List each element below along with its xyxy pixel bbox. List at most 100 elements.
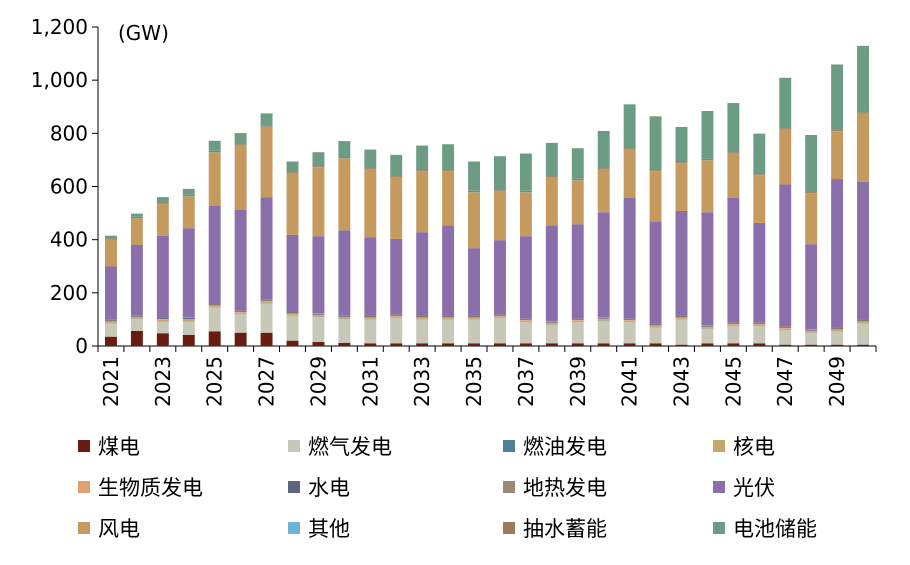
bar-segment: [571, 322, 584, 344]
bar-segment: [857, 319, 869, 321]
bar-segment: [675, 318, 688, 320]
bar-segment: [390, 343, 403, 346]
bar-stack-2022: [130, 213, 143, 346]
bar-segment: [312, 165, 325, 167]
bar-segment: [416, 171, 429, 233]
bar-segment: [338, 156, 351, 159]
bar-segment: [208, 307, 221, 332]
bar-segment: [727, 343, 740, 346]
bar-stack-2038: [545, 142, 558, 346]
bar-segment: [182, 196, 195, 229]
x-tick-label: 2031: [358, 356, 382, 407]
bar-segment: [805, 329, 818, 330]
bar-stack-2023: [156, 197, 169, 346]
bar-segment: [442, 317, 455, 319]
bar-segment: [727, 326, 740, 344]
bar-segment: [623, 197, 636, 319]
legend-item: 燃气发电: [288, 432, 392, 460]
bar-segment: [675, 126, 688, 162]
bar-segment: [130, 213, 143, 217]
bar-segment: [571, 224, 584, 319]
x-tick-label: 2025: [203, 356, 227, 407]
bar-segment: [623, 148, 636, 150]
bar-segment: [494, 315, 506, 316]
bar-segment: [338, 316, 351, 318]
bar-segment: [105, 238, 117, 240]
bar-segment: [831, 344, 844, 346]
bar-stack-2027: [260, 113, 273, 346]
bar-segment: [597, 169, 610, 213]
bar-segment: [597, 319, 610, 321]
bar-stack-2031: [364, 149, 377, 346]
bar-stack-2026: [234, 133, 247, 346]
bar-segment: [338, 141, 351, 157]
bar-segment: [234, 209, 247, 311]
legend-swatch: [503, 481, 515, 493]
legend-label: 核电: [733, 435, 775, 459]
legend-label: 抽水蓄能: [523, 517, 607, 541]
bar-segment: [234, 311, 247, 312]
bar-segment: [831, 330, 844, 332]
bar-segment: [416, 315, 429, 317]
bar-segment: [545, 142, 558, 177]
bar-segment: [208, 152, 221, 206]
bar-segment: [390, 315, 403, 317]
bar-segment: [416, 232, 429, 316]
bar-segment: [675, 210, 688, 316]
bar-segment: [182, 334, 195, 346]
bar-segment: [442, 343, 455, 346]
bar-segment: [857, 323, 869, 345]
bar-segment: [494, 318, 506, 344]
bar-segment: [857, 320, 869, 322]
bar-segment: [857, 344, 869, 346]
bar-segment: [571, 318, 584, 320]
bar-segment: [364, 319, 377, 344]
x-tick-label: 2043: [670, 356, 694, 407]
bar-segment: [105, 321, 117, 323]
bar-segment: [416, 319, 429, 344]
bar-segment: [416, 318, 429, 320]
bar-segment: [857, 112, 869, 114]
bar-segment: [130, 316, 143, 318]
bar-segment: [234, 144, 247, 146]
bar-segment: [805, 331, 818, 333]
bar-segment: [364, 168, 377, 170]
bar-segment: [260, 113, 273, 126]
legend-swatch: [713, 481, 725, 493]
legend-label: 水电: [308, 476, 350, 500]
bar-segment: [675, 315, 688, 317]
bar-segment: [779, 77, 792, 129]
bar-segment: [831, 331, 844, 345]
bar-segment: [468, 248, 480, 316]
bar-segment: [727, 197, 740, 323]
bar-stack-2030: [338, 141, 351, 346]
bar-segment: [260, 332, 273, 346]
x-tick-label: 2037: [514, 356, 538, 407]
bar-segment: [468, 317, 480, 319]
bar-segment: [364, 169, 377, 238]
bar-stack-2047: [779, 77, 792, 346]
legend-label: 电池储能: [733, 517, 817, 541]
bar-segment: [519, 318, 532, 320]
legend-item: 燃油发电: [503, 432, 607, 460]
bar-segment: [338, 315, 351, 316]
legend-swatch: [503, 522, 515, 534]
bar-segment: [649, 325, 662, 327]
bar-stack-2046: [753, 133, 766, 346]
bar-segment: [390, 314, 403, 316]
bar-stack-2028: [286, 161, 299, 346]
y-tick-label: 1,200: [31, 15, 88, 39]
bar-segment: [519, 190, 532, 193]
bar-segment: [130, 318, 143, 331]
legend-label: 地热发电: [523, 476, 607, 500]
bar-stack-2050: [857, 45, 869, 346]
bar-segment: [442, 169, 455, 171]
bar-segment: [156, 204, 169, 236]
bar-segment: [234, 312, 247, 314]
bar-segment: [675, 161, 688, 163]
bar-segment: [468, 315, 480, 317]
bar-segment: [701, 158, 714, 161]
legend-item: 地热发电: [503, 473, 607, 501]
bar-segment: [623, 319, 636, 321]
bar-segment: [442, 319, 455, 344]
